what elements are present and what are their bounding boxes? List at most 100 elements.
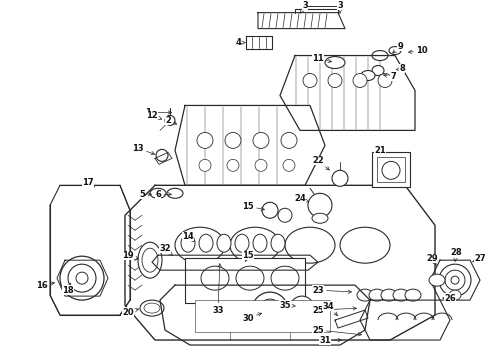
Circle shape: [353, 73, 367, 87]
Text: 9: 9: [392, 42, 403, 53]
Text: 23: 23: [312, 285, 351, 294]
Polygon shape: [125, 185, 435, 340]
Ellipse shape: [312, 213, 328, 223]
Ellipse shape: [372, 50, 388, 60]
Circle shape: [281, 132, 297, 148]
Bar: [372, 152, 410, 187]
Ellipse shape: [325, 57, 345, 68]
Ellipse shape: [142, 248, 158, 272]
Polygon shape: [175, 105, 325, 185]
Bar: [185, 258, 305, 303]
Ellipse shape: [393, 289, 409, 301]
Circle shape: [308, 193, 332, 217]
Text: 13: 13: [132, 144, 155, 155]
Ellipse shape: [357, 289, 373, 301]
Text: 3: 3: [300, 1, 308, 13]
Polygon shape: [155, 152, 172, 165]
Text: 15: 15: [242, 251, 254, 261]
Ellipse shape: [369, 289, 385, 301]
Text: 34: 34: [322, 302, 338, 316]
Ellipse shape: [405, 289, 421, 301]
Polygon shape: [258, 13, 345, 28]
Bar: [195, 300, 330, 332]
Circle shape: [255, 159, 267, 171]
Text: 21: 21: [374, 146, 386, 155]
Ellipse shape: [201, 266, 229, 290]
Circle shape: [332, 170, 348, 186]
Circle shape: [253, 132, 269, 148]
Text: 14: 14: [182, 232, 195, 242]
Text: 4: 4: [235, 38, 241, 47]
Ellipse shape: [372, 66, 384, 76]
Circle shape: [60, 256, 104, 300]
Circle shape: [252, 292, 288, 328]
Polygon shape: [430, 260, 480, 300]
Ellipse shape: [150, 188, 166, 198]
Polygon shape: [280, 55, 415, 130]
Polygon shape: [57, 260, 108, 296]
Text: 32: 32: [159, 244, 172, 256]
Text: 27: 27: [473, 254, 486, 263]
Bar: [377, 157, 405, 182]
Text: 26: 26: [443, 294, 456, 303]
Text: 4: 4: [235, 38, 245, 47]
Ellipse shape: [253, 234, 267, 252]
Ellipse shape: [381, 289, 397, 301]
Circle shape: [199, 159, 211, 171]
Circle shape: [165, 116, 175, 125]
Circle shape: [225, 132, 241, 148]
Circle shape: [156, 149, 168, 161]
Circle shape: [382, 161, 400, 179]
Circle shape: [68, 264, 96, 292]
Polygon shape: [246, 36, 272, 49]
Text: 12: 12: [146, 111, 162, 120]
Circle shape: [262, 202, 278, 218]
Text: 6: 6: [155, 190, 172, 199]
Ellipse shape: [181, 234, 195, 252]
Polygon shape: [160, 285, 370, 345]
Text: 3: 3: [337, 1, 343, 13]
Ellipse shape: [340, 227, 390, 263]
Ellipse shape: [235, 234, 249, 252]
Circle shape: [76, 272, 88, 284]
Text: 33: 33: [212, 264, 224, 315]
Text: 28: 28: [450, 248, 462, 261]
Circle shape: [290, 296, 314, 320]
Ellipse shape: [271, 266, 299, 290]
Text: 7: 7: [384, 72, 396, 81]
Circle shape: [445, 270, 465, 290]
Text: 18: 18: [62, 283, 74, 294]
Polygon shape: [335, 310, 368, 328]
Circle shape: [303, 73, 317, 87]
Circle shape: [278, 208, 292, 222]
Circle shape: [328, 73, 342, 87]
Ellipse shape: [144, 303, 160, 313]
Circle shape: [265, 305, 275, 315]
Circle shape: [451, 276, 459, 284]
Text: 17: 17: [82, 178, 95, 187]
Ellipse shape: [138, 242, 162, 278]
Text: 1: 1: [145, 108, 172, 117]
Ellipse shape: [167, 188, 183, 198]
Text: 15: 15: [242, 202, 265, 211]
Ellipse shape: [140, 300, 164, 316]
Polygon shape: [152, 255, 318, 270]
Ellipse shape: [230, 227, 280, 263]
Text: 29: 29: [426, 254, 438, 265]
Ellipse shape: [217, 234, 231, 252]
Text: 19: 19: [122, 251, 139, 260]
Ellipse shape: [199, 234, 213, 252]
Text: 16: 16: [36, 281, 54, 290]
Text: 2: 2: [165, 116, 177, 125]
Text: 5: 5: [139, 190, 151, 199]
Ellipse shape: [449, 290, 461, 300]
Ellipse shape: [175, 227, 225, 263]
Text: 25: 25: [312, 325, 362, 336]
Ellipse shape: [271, 234, 285, 252]
Circle shape: [439, 264, 471, 296]
Circle shape: [378, 73, 392, 87]
Text: 11: 11: [312, 54, 332, 63]
Text: 24: 24: [294, 194, 309, 203]
Polygon shape: [360, 300, 450, 340]
Text: 22: 22: [312, 156, 329, 170]
